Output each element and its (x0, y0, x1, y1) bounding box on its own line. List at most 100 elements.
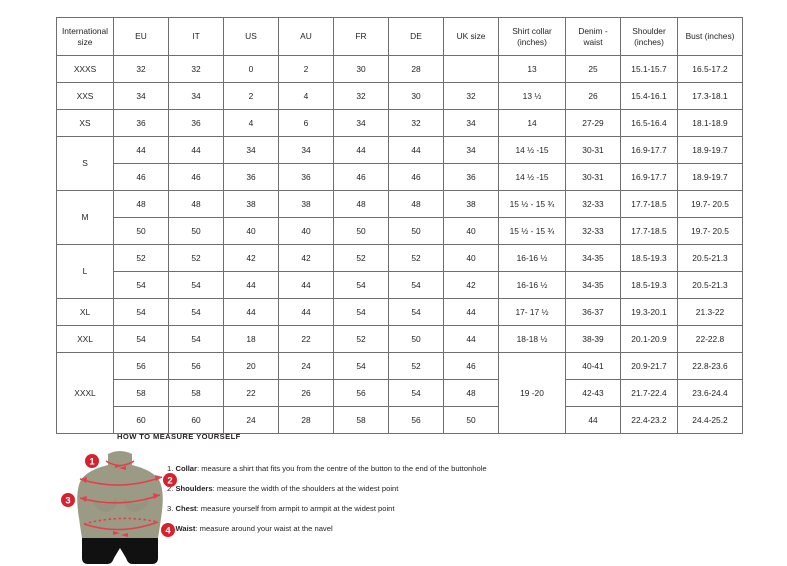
cell-shoulder: 19.3-20.1 (620, 298, 678, 326)
cell-international-size: L (56, 244, 114, 299)
cell-fr: 30 (333, 55, 389, 83)
cell-eu: 36 (113, 109, 169, 137)
cell-de: 56 (388, 406, 444, 434)
cell-denim: 40-41 (565, 352, 621, 380)
cell-bust: 24.4-25.2 (677, 406, 743, 434)
cell-shirt-collar: 13 (498, 55, 566, 83)
cell-au: 6 (278, 109, 334, 137)
cell-us: 4 (223, 109, 279, 137)
cell-fr: 54 (333, 298, 389, 326)
cell-us: 42 (223, 244, 279, 272)
cell-fr: 44 (333, 136, 389, 164)
cell-bust: 18.9-19.7 (677, 136, 743, 164)
cell-eu: 56 (113, 352, 169, 380)
cell-us: 22 (223, 379, 279, 407)
cell-eu: 54 (113, 298, 169, 326)
cell-shirt-collar: 15 ½ - 15 ¾ (498, 190, 566, 218)
cell-uk: 34 (443, 136, 499, 164)
cell-it: 34 (168, 82, 224, 110)
cell-au: 44 (278, 298, 334, 326)
column-header-shoulder-line-2: (inches) (634, 36, 664, 47)
cell-fr: 56 (333, 379, 389, 407)
table-row: XXS 34 34 2 4 32 30 32 13 ½ 26 15.4-16.1 17.3-18.1 (56, 82, 743, 110)
cell-denim: 26 (565, 82, 621, 110)
cell-fr: 48 (333, 190, 389, 218)
column-header-us-line-1: US (245, 31, 257, 42)
cell-shoulder: 17.7-18.5 (620, 190, 678, 218)
header-row: International size EU IT US AU FR DE UK size Shir… (56, 17, 743, 56)
cell-denim: 34-35 (565, 271, 621, 299)
cell-de: 54 (388, 271, 444, 299)
cell-it: 52 (168, 244, 224, 272)
cell-bust: 16.5-17.2 (677, 55, 743, 83)
table-row: 50 50 40 40 50 50 40 15 ½ - 15 ¾ 32-33 17.7-18.5 1… (57, 217, 743, 245)
cell-international-size: XXS (56, 82, 114, 110)
cell-bust: 19.7- 20.5 (677, 217, 743, 245)
cell-au: 26 (278, 379, 334, 407)
how-to-measure-section: HOW TO MEASURE YOURSELF 1. Collar: measu… (117, 432, 717, 533)
marker-4-waist: 4 (161, 523, 175, 537)
svg-text:4: 4 (165, 526, 171, 537)
cell-it: 44 (168, 136, 224, 164)
cell-it: 46 (168, 163, 224, 191)
column-header-intl-line-2: size (77, 36, 93, 47)
cell-it: 48 (168, 190, 224, 218)
column-header-collar-line-1: Shirt collar (512, 26, 552, 36)
column-header-intl: International size (56, 17, 114, 56)
column-header-de: DE (388, 17, 444, 56)
table-row: XL 54 54 44 44 54 54 44 17- 17 ½ 36-37 19.3-20.1 21… (56, 298, 743, 326)
column-header-uk: UK size (443, 17, 499, 56)
cell-it: 58 (168, 379, 224, 407)
marker-3-chest: 3 (61, 493, 75, 507)
cell-shoulder: 18.5-19.3 (620, 271, 678, 299)
cell-it: 50 (168, 217, 224, 245)
cell-eu: 52 (113, 244, 169, 272)
table-row: L 52 52 42 42 52 52 40 16-16 ½ 34-35 18.5-19.3 20.5… (56, 244, 743, 299)
cell-denim: 27-29 (565, 109, 621, 137)
cell-fr: 46 (333, 163, 389, 191)
cell-de: 46 (388, 163, 444, 191)
column-header-fr-line-1: FR (355, 31, 367, 42)
column-header-denim-line-1: Denim - (578, 26, 608, 36)
cell-bust: 22.8-23.6 (677, 352, 743, 380)
cell-de: 32 (388, 109, 444, 137)
cell-shoulder: 16.5-16.4 (620, 109, 678, 137)
cell-denim: 30-31 (565, 136, 621, 164)
cell-denim: 25 (565, 55, 621, 83)
measurement-instruction-1-number: 1. (167, 464, 174, 473)
cell-bust: 23.6-24.4 (677, 379, 743, 407)
cell-uk: 46 (443, 352, 499, 380)
measurement-instructions-list: 1. Collar: measure a shirt that fits you… (167, 464, 712, 544)
cell-shoulder: 16.9-17.7 (620, 136, 678, 164)
cell-au: 34 (278, 136, 334, 164)
cell-denim: 32-33 (565, 217, 621, 245)
cell-shoulder: 20.9-21.7 (620, 352, 678, 380)
table-row: XXL 54 54 18 22 52 50 44 18-18 ½ 38-39 20.1-20.9 22… (56, 325, 743, 353)
cell-fr: 58 (333, 406, 389, 434)
column-header-bust-line-1: Bust (inches) (685, 31, 735, 42)
cell-us: 36 (223, 163, 279, 191)
table-row: 58 58 22 26 56 54 48 42-43 21.7-22.4 23.6-24.4 (57, 379, 743, 407)
cell-it: 32 (168, 55, 224, 83)
table-row: 60 60 24 28 58 56 50 44 22.4-23.2 24.4-25.2 (57, 406, 743, 434)
column-header-it: IT (168, 17, 224, 56)
cell-bust: 20.5-21.3 (677, 271, 743, 299)
torso-measurement-illustration: 1 2 3 4 (58, 446, 182, 566)
measurement-instruction-3: 3. Chest: measure yourself from armpit t… (167, 504, 712, 513)
cell-bust: 18.9-19.7 (677, 163, 743, 191)
measurement-markers: 1 2 3 4 (61, 454, 177, 537)
svg-text:3: 3 (65, 496, 70, 507)
table-row: XS 36 36 4 6 34 32 34 14 27-29 16.5-16.4 18.1-18.9 (56, 109, 743, 137)
table-row: XXXS 32 32 0 2 30 28 13 25 15.1-15.7 16.5-17.2 (56, 55, 743, 83)
cell-international-size: XXXS (56, 55, 114, 83)
column-header-uk-line-1: UK size (456, 31, 486, 42)
measurement-instruction-4: 4. Waist: measure around your waist at t… (167, 524, 712, 533)
cell-fr: 54 (333, 271, 389, 299)
cell-eu: 46 (113, 163, 169, 191)
cell-au: 2 (278, 55, 334, 83)
cell-international-size: XL (56, 298, 114, 326)
measurement-instruction-1-label: Collar (175, 464, 197, 473)
cell-us: 40 (223, 217, 279, 245)
cell-bust: 20.5-21.3 (677, 244, 743, 272)
column-header-au-line-1: AU (300, 31, 312, 42)
